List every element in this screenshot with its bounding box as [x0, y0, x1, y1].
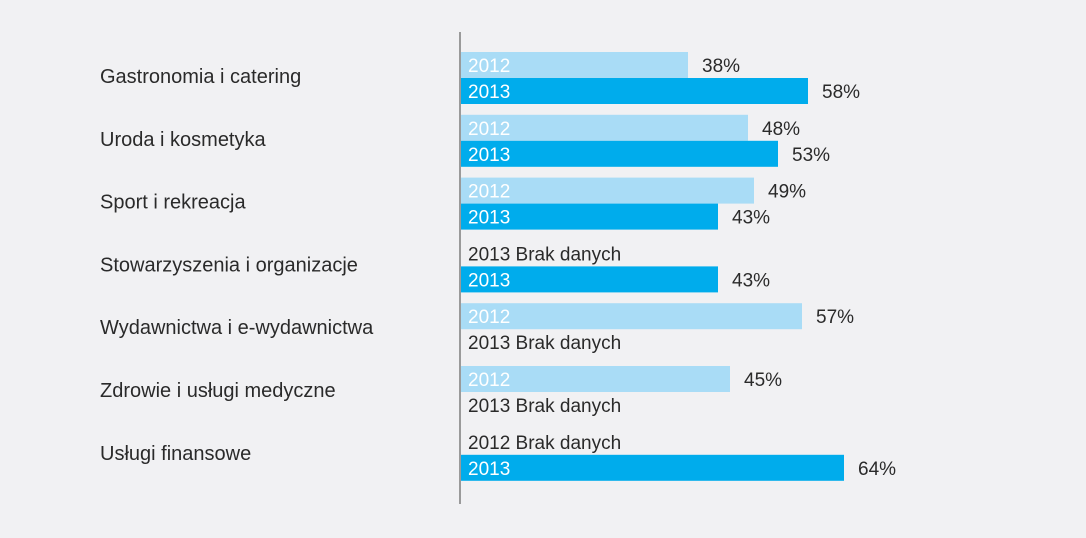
bar-2012	[460, 366, 730, 392]
bar-series-label: 2012	[468, 370, 510, 391]
bars: 2012 38% 2013 58% 2012 48% 2013 53% 2012 49% 2013 4…	[460, 52, 896, 481]
data-label: 53%	[792, 145, 830, 166]
bar-2012	[460, 114, 748, 141]
bar-series-label: 2013	[468, 145, 510, 166]
bar-2013	[460, 78, 808, 104]
data-label: 48%	[762, 119, 800, 140]
no-data-label: 2013 Brak danych	[468, 396, 621, 417]
bar-series-label: 2013	[468, 208, 510, 229]
category-label: Usługi finansowe	[100, 443, 251, 465]
category-label: Uroda i kosmetyka	[100, 129, 266, 151]
category-labels: Gastronomia i catering Uroda i kosmetyka S…	[100, 66, 374, 465]
data-label: 38%	[702, 56, 740, 77]
data-label: 57%	[816, 307, 854, 328]
bar-2012	[460, 303, 802, 330]
data-label: 64%	[858, 459, 896, 480]
bar-2013	[460, 454, 844, 481]
data-label: 58%	[822, 82, 860, 103]
bar-series-label: 2012	[468, 56, 510, 77]
bar-2012	[460, 52, 688, 78]
category-label: Gastronomia i catering	[100, 66, 301, 88]
no-data-label: 2012 Brak danych	[468, 433, 621, 454]
category-label: Stowarzyszenia i organizacje	[100, 254, 358, 276]
bar-series-label: 2013	[468, 270, 510, 291]
bar-series-label: 2012	[468, 119, 510, 140]
bar-2013	[460, 266, 718, 293]
bar-series-label: 2012	[468, 307, 510, 328]
bar-series-label: 2013	[468, 82, 510, 103]
bar-2013	[460, 203, 718, 230]
no-data-label: 2013 Brak danych	[468, 333, 621, 354]
no-data-label: 2013 Brak danych	[468, 244, 621, 265]
bar-2012	[460, 177, 754, 204]
bar-series-label: 2013	[468, 459, 510, 480]
category-label: Zdrowie i usługi medyczne	[100, 380, 336, 402]
category-label: Wydawnictwa i e-wydawnictwa	[100, 317, 374, 339]
data-label: 43%	[732, 208, 770, 229]
bar-2013	[460, 140, 778, 167]
data-label: 43%	[732, 270, 770, 291]
category-label: Sport i rekreacja	[100, 192, 246, 214]
bar-series-label: 2012	[468, 182, 510, 203]
data-label: 45%	[744, 370, 782, 391]
data-label: 49%	[768, 182, 806, 203]
